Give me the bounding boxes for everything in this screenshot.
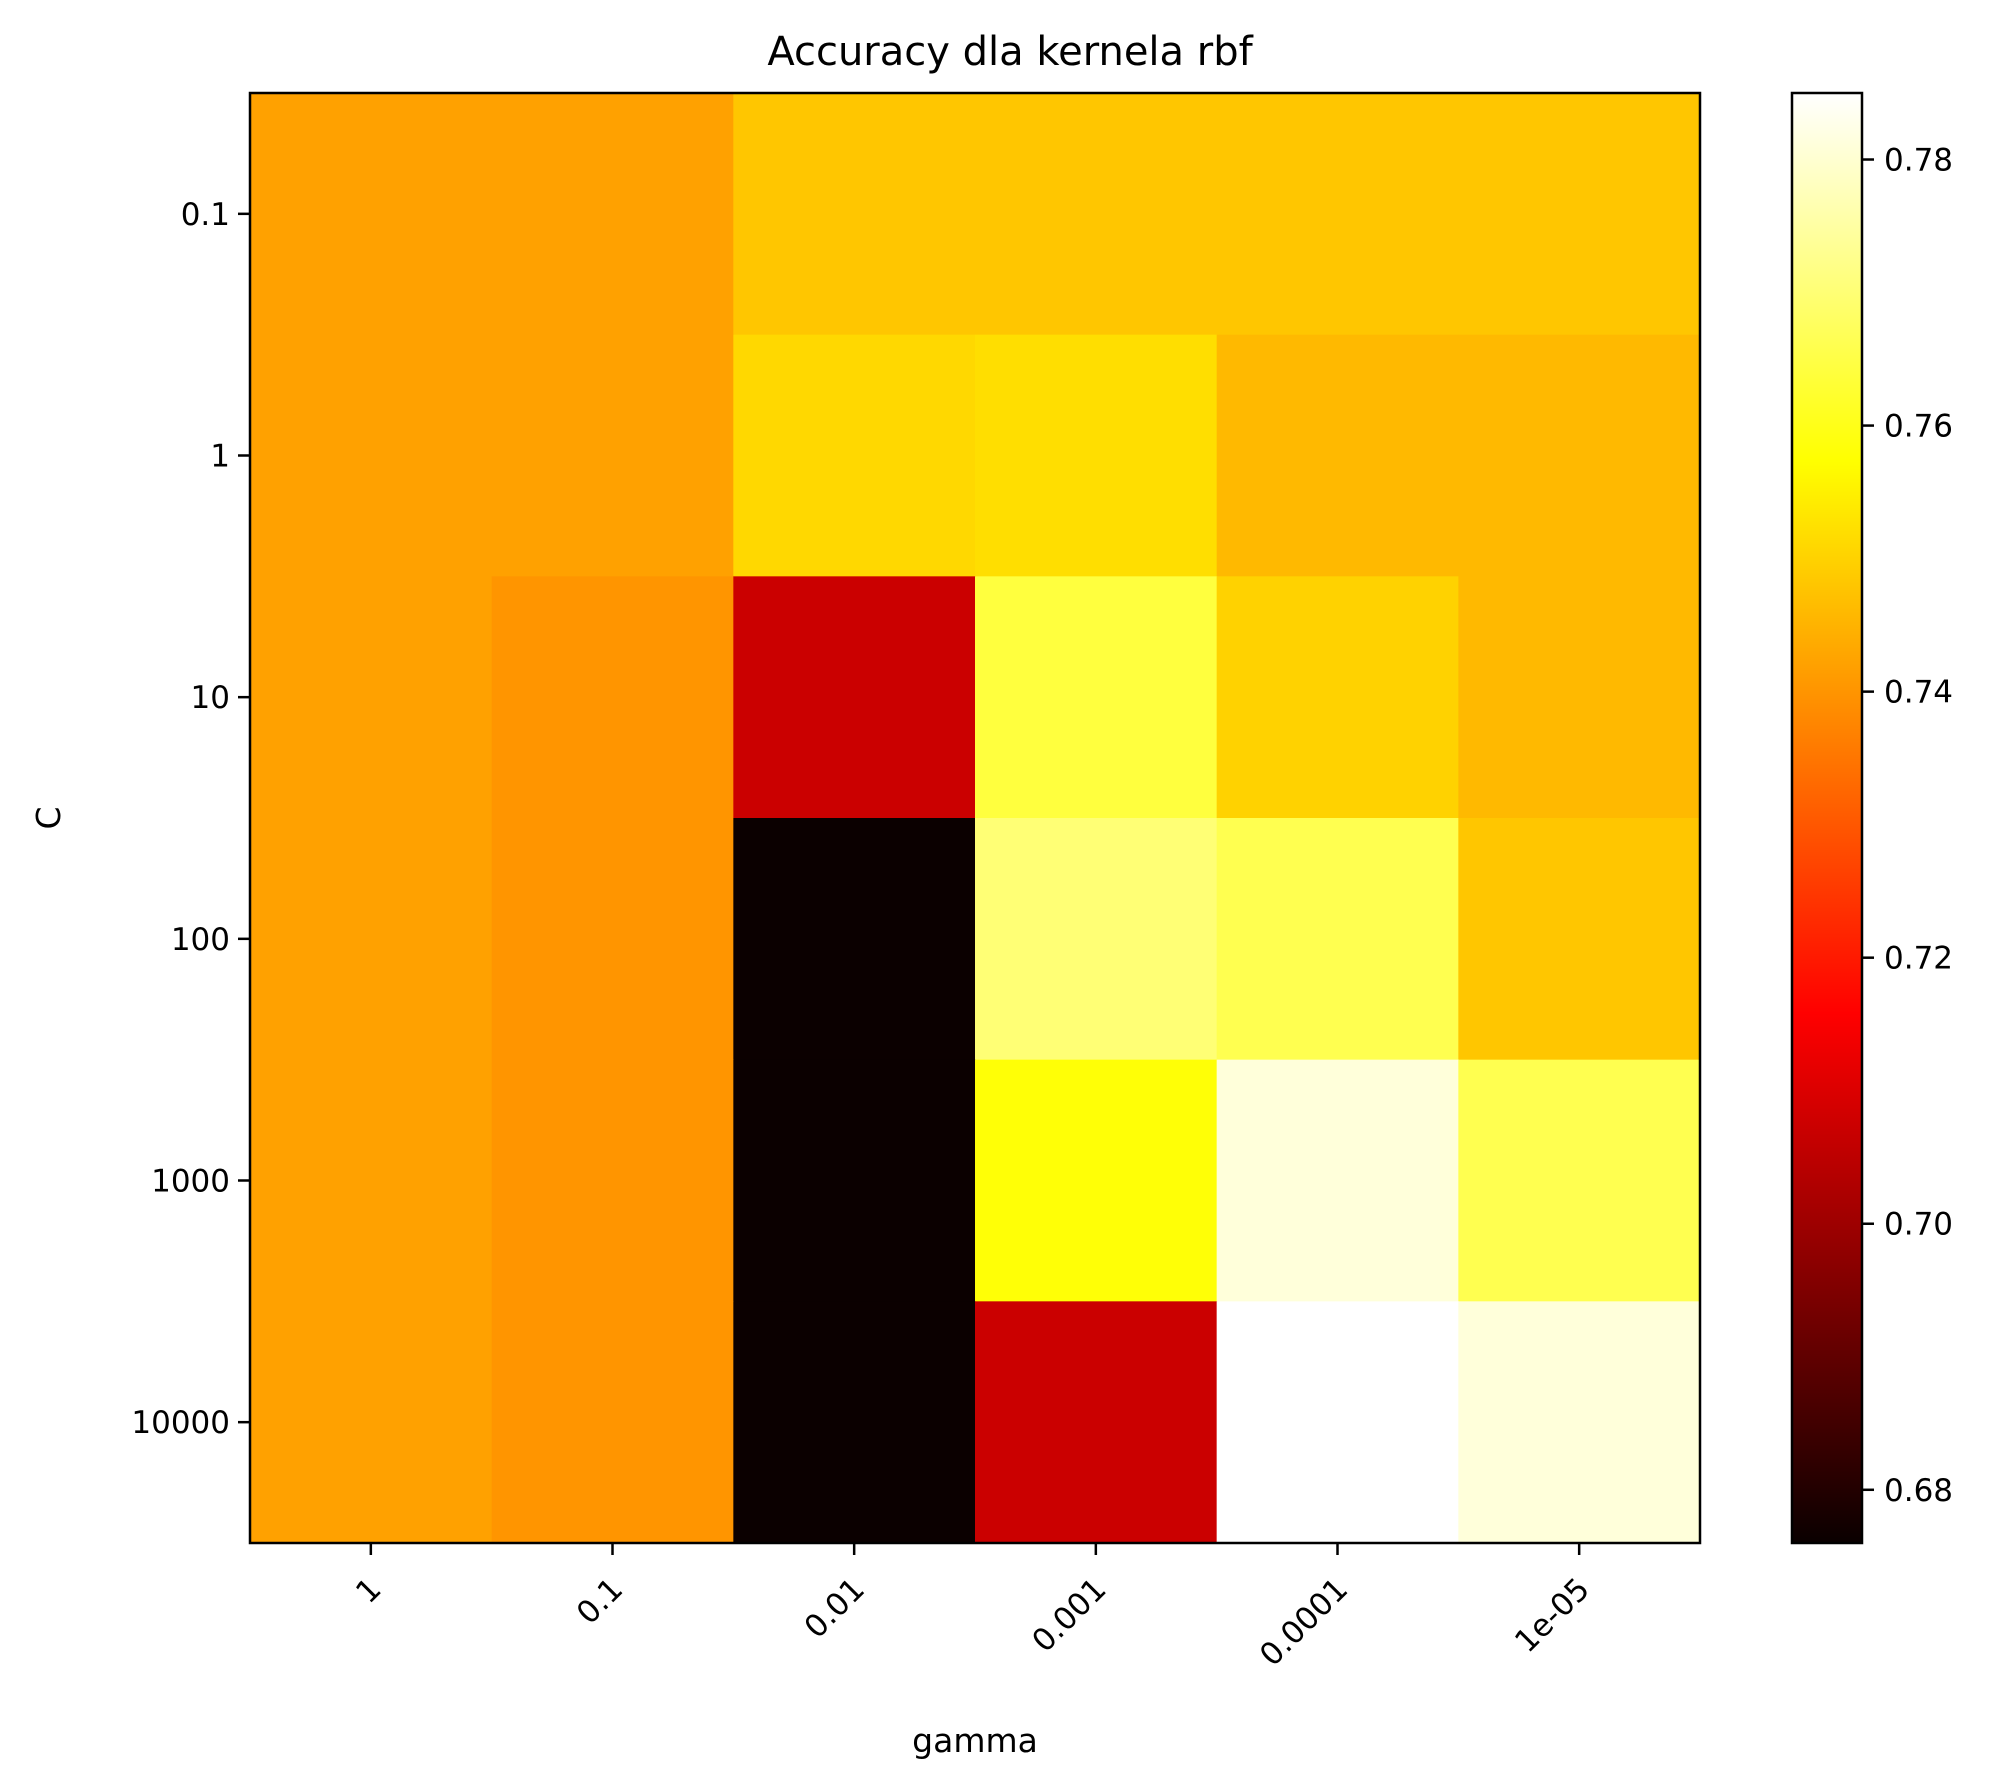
heatmap-cell bbox=[491, 334, 734, 577]
heatmap-cell bbox=[1458, 1301, 1701, 1544]
heatmap-cell bbox=[975, 576, 1218, 819]
heatmap-cell bbox=[250, 1301, 493, 1544]
heatmap-cell bbox=[1216, 1059, 1459, 1302]
y-axis-ticks: 0.1 1 10 100 1000 10000 bbox=[131, 197, 250, 1441]
heatmap-cell bbox=[1216, 1301, 1459, 1544]
colorbar-tick-label: 0.70 bbox=[1884, 1207, 1953, 1243]
heatmap-cell bbox=[975, 334, 1218, 577]
heatmap-cell bbox=[1458, 334, 1701, 577]
heatmap-cell bbox=[1458, 818, 1701, 1061]
heatmap-cell bbox=[1458, 93, 1701, 336]
heatmap-cells bbox=[250, 93, 1701, 1544]
x-axis-label: gamma bbox=[912, 1721, 1038, 1760]
heatmap-cell bbox=[975, 1301, 1218, 1544]
heatmap-cell bbox=[1458, 576, 1701, 819]
y-tick-label: 100 bbox=[171, 922, 230, 958]
heatmap-cell bbox=[1458, 1059, 1701, 1302]
heatmap-cell bbox=[733, 576, 976, 819]
heatmap-cell bbox=[250, 818, 493, 1061]
heatmap-cell bbox=[250, 1059, 493, 1302]
heatmap-cell bbox=[491, 1059, 734, 1302]
y-tick-label: 1 bbox=[210, 439, 230, 475]
colorbar bbox=[1790, 91, 1864, 1545]
heatmap-cell bbox=[975, 1059, 1218, 1302]
heatmap-cell bbox=[975, 93, 1218, 336]
y-tick-label: 1000 bbox=[151, 1164, 230, 1200]
heatmap-cell bbox=[491, 576, 734, 819]
colorbar-tick-label: 0.68 bbox=[1884, 1473, 1953, 1509]
heatmap-cell bbox=[733, 1059, 976, 1302]
chart-title: Accuracy dla kernela rbf bbox=[767, 29, 1253, 75]
heatmap-cell bbox=[733, 334, 976, 577]
heatmap-cell bbox=[733, 818, 976, 1061]
colorbar-ticks: 0.68 0.70 0.72 0.74 0.76 0.78 bbox=[1862, 143, 1953, 1509]
heatmap-cell bbox=[250, 576, 493, 819]
heatmap-cell bbox=[1216, 93, 1459, 336]
colorbar-tick-label: 0.74 bbox=[1884, 675, 1953, 711]
heatmap-cell bbox=[733, 1301, 976, 1544]
heatmap-cell bbox=[733, 93, 976, 336]
colorbar-tick-label: 0.78 bbox=[1884, 143, 1953, 179]
colorbar-tick-label: 0.76 bbox=[1884, 409, 1953, 445]
y-tick-label: 0.1 bbox=[181, 197, 230, 233]
heatmap-cell bbox=[1216, 818, 1459, 1061]
heatmap-cell bbox=[1216, 334, 1459, 577]
heatmap-cell bbox=[250, 93, 493, 336]
heatmap-cell bbox=[491, 818, 734, 1061]
colorbar-tick-label: 0.72 bbox=[1884, 941, 1953, 977]
heatmap-cell bbox=[1216, 576, 1459, 819]
heatmap-cell bbox=[491, 1301, 734, 1544]
heatmap-cell bbox=[250, 334, 493, 577]
plot-frame bbox=[248, 91, 1702, 1545]
y-tick-label: 10 bbox=[191, 680, 230, 716]
y-axis-label: C bbox=[29, 806, 68, 829]
heatmap-cell bbox=[975, 818, 1218, 1061]
y-tick-label: 10000 bbox=[131, 1405, 230, 1441]
heatmap-cell bbox=[491, 93, 734, 336]
